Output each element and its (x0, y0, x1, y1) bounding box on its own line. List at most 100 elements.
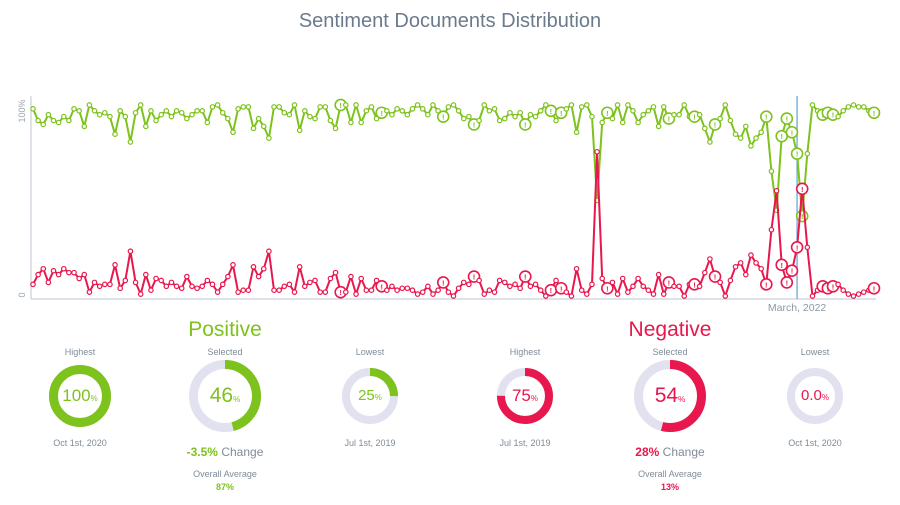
negative-alert-icon: ! (780, 261, 783, 270)
positive-data-point (589, 113, 595, 120)
positive-data-point (209, 104, 216, 110)
positive-data-point (445, 104, 452, 110)
positive-alert-icon: ! (786, 115, 789, 124)
negative-selected-gauge[interactable]: Selected 54% (610, 346, 730, 434)
negative-data-point (609, 279, 616, 286)
negative-data-point (55, 271, 62, 278)
positive-selected-ring: 46% (189, 360, 261, 432)
negative-data-point (507, 283, 513, 290)
positive-data-point (60, 113, 67, 120)
positive-selected-gauge[interactable]: Selected 46% (165, 346, 285, 434)
positive-data-point (132, 109, 139, 116)
positive-data-point (168, 113, 175, 120)
negative-data-point (178, 285, 185, 292)
positive-data-point (753, 135, 759, 141)
positive-average-value: 87% (215, 482, 234, 492)
positive-highest-date: Oct 1st, 2020 (53, 438, 107, 448)
negative-data-point (271, 287, 277, 294)
positive-data-point (635, 119, 641, 126)
positive-data-point (291, 102, 298, 108)
positive-selected-caption: Selected (207, 347, 243, 357)
negative-data-point (389, 283, 395, 290)
selected-date-label: March, 2022 (768, 302, 827, 314)
positive-data-point (625, 102, 631, 108)
negative-alert-icon: ! (832, 282, 835, 291)
gauge-fill (189, 360, 261, 432)
negative-data-point (671, 283, 677, 290)
positive-data-point (460, 115, 467, 122)
positive-data-point (71, 106, 77, 112)
positive-data-point (414, 102, 421, 108)
negative-alert-point (780, 276, 794, 289)
negative-selected-ring: 54% (634, 360, 706, 432)
negative-data-point (296, 263, 303, 270)
negative-alert-point (436, 276, 450, 289)
positive-data-point (122, 113, 129, 120)
positive-data-point (219, 109, 226, 116)
positive-data-point (96, 111, 103, 118)
negative-data-point (96, 283, 103, 290)
positive-data-point (127, 139, 134, 145)
positive-data-point (809, 102, 816, 108)
negative-lowest-ring: 0.0% (787, 368, 843, 424)
negative-data-point (445, 289, 452, 295)
positive-selected-value: 46% (209, 384, 241, 407)
negative-alert-icon: ! (550, 286, 553, 295)
positive-data-point (394, 106, 400, 112)
positive-data-point (301, 108, 308, 114)
positive-alert-point (790, 147, 804, 160)
negative-data-point (50, 267, 57, 274)
negative-lowest-gauge[interactable]: Lowest 0.0% Oct 1st, 2020 (755, 346, 875, 448)
negative-data-point (209, 281, 216, 288)
positive-data-point (537, 108, 544, 114)
negative-alert-point (518, 270, 532, 283)
positive-alert-icon: ! (801, 212, 804, 221)
negative-data-point (773, 187, 780, 194)
positive-data-point (153, 117, 159, 124)
negative-average-label: Overall Average (638, 469, 702, 479)
positive-change-label: Change (221, 445, 264, 459)
positive-data-point (245, 104, 252, 110)
negative-data-point (860, 289, 867, 295)
negative-data-point (307, 279, 313, 286)
negative-data-point (450, 293, 457, 299)
positive-highest-gauge[interactable]: Highest 100% Oct 1st, 2020 (20, 346, 140, 448)
negative-data-point (804, 244, 811, 251)
negative-data-point (327, 275, 334, 282)
negative-data-point (496, 277, 503, 284)
positive-data-point (578, 104, 585, 110)
positive-data-point (86, 102, 93, 108)
positive-data-point (701, 125, 708, 132)
chart-title: Sentiment Documents Distribution (298, 10, 602, 32)
positive-data-point (614, 102, 621, 108)
positive-alert-icon: ! (380, 109, 383, 118)
positive-data-point (768, 168, 775, 175)
negative-data-point (840, 287, 847, 294)
sentiment-line-chart[interactable]: 100% 0 March, 2022!!!!!!!!!!!!!!!!!!!!!!!!… (0, 0, 900, 320)
positive-data-point (148, 108, 154, 114)
negative-data-point (460, 279, 467, 286)
negative-data-point (301, 283, 308, 290)
positive-data-point (671, 111, 677, 118)
positive-data-point (609, 115, 616, 122)
negative-highest-gauge[interactable]: Highest 75% Jul 1st, 2019 (465, 346, 585, 448)
negative-data-point (363, 287, 370, 294)
positive-data-point (235, 106, 241, 112)
negative-data-point (676, 283, 682, 290)
negative-data-point (584, 291, 590, 297)
positive-data-point (404, 111, 411, 118)
positive-data-point (30, 106, 36, 112)
positive-alert-point (867, 106, 881, 120)
positive-data-point (409, 106, 416, 112)
negative-lowest-caption: Lowest (800, 347, 830, 357)
negative-data-point (219, 281, 226, 288)
negative-data-point (260, 265, 267, 272)
gauge-fill (634, 360, 706, 432)
positive-data-point (81, 123, 88, 130)
negative-alert-icon: ! (714, 273, 717, 282)
positive-title: Positive (188, 318, 262, 341)
positive-alert-icon: ! (714, 120, 717, 129)
negative-data-point (158, 277, 165, 284)
positive-lowest-gauge[interactable]: Lowest 25% Jul 1st, 2019 (310, 346, 430, 448)
negative-lowest-date: Oct 1st, 2020 (788, 438, 842, 448)
